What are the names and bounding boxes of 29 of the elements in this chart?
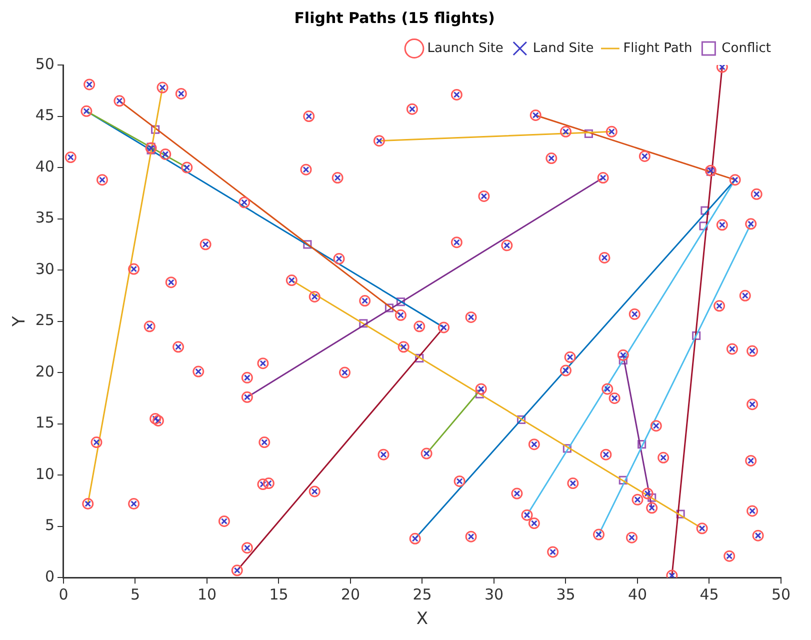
chart-title: Flight Paths (15 flights) — [294, 8, 495, 27]
x-tick-label: 50 — [771, 585, 791, 604]
y-tick-label: 45 — [35, 106, 54, 124]
y-tick-label: 40 — [35, 157, 54, 176]
y-axis-title: Y — [10, 315, 30, 328]
x-tick-label: 5 — [130, 585, 140, 604]
y-tick-label: 50 — [35, 54, 54, 73]
x-tick-label: 25 — [412, 585, 432, 604]
x-tick-label: 0 — [58, 585, 68, 604]
y-tick-label: 0 — [44, 567, 54, 586]
legend-label: Flight Path — [623, 40, 692, 56]
x-tick-label: 10 — [197, 585, 217, 604]
x-tick-label: 30 — [484, 585, 504, 604]
y-tick-label: 30 — [35, 260, 54, 278]
y-tick-label: 10 — [35, 464, 54, 483]
x-tick-label: 20 — [340, 585, 360, 604]
x-tick-label: 35 — [556, 585, 576, 604]
legend-label: Launch Site — [427, 40, 504, 56]
y-tick-label: 5 — [44, 516, 54, 534]
y-tick-label: 20 — [35, 362, 54, 380]
legend-label: Conflict — [722, 40, 772, 56]
x-axis-title: X — [416, 609, 428, 630]
x-tick-label: 45 — [700, 585, 719, 604]
y-tick-label: 15 — [35, 414, 54, 432]
x-tick-label: 15 — [269, 585, 288, 604]
y-tick-label: 25 — [35, 311, 54, 330]
x-tick-label: 40 — [628, 585, 648, 604]
y-tick-label: 35 — [35, 208, 54, 227]
legend-label: Land Site — [532, 40, 594, 56]
